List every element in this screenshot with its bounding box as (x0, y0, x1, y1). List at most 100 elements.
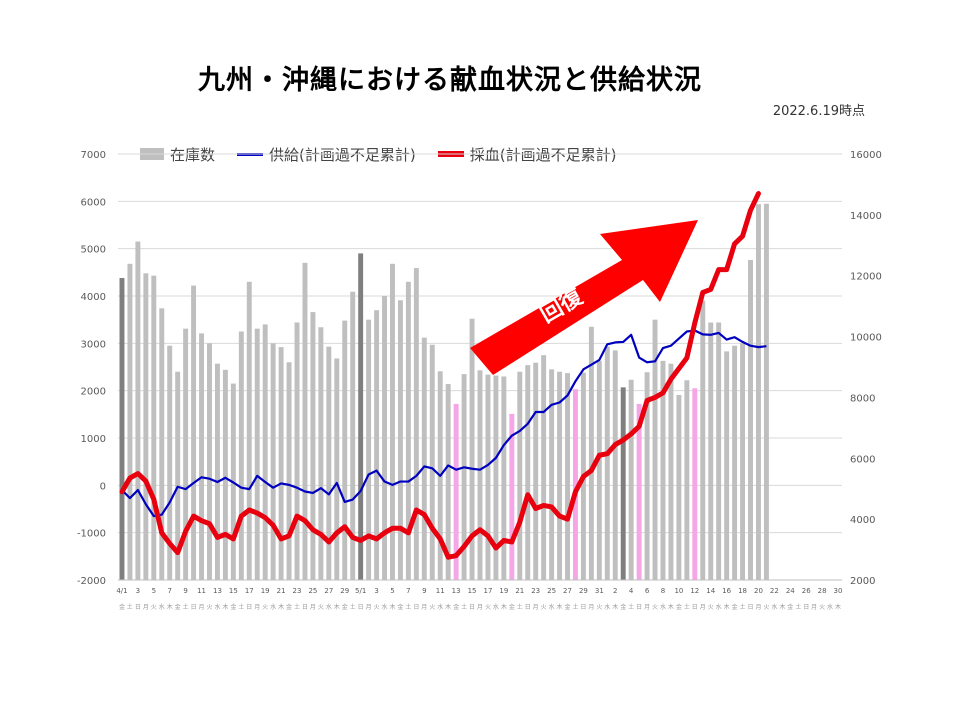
x-tick-label: 12 (690, 587, 699, 595)
weekday-label: 水 (214, 603, 220, 611)
weekday-label: 金 (732, 603, 738, 611)
weekday-label: 木 (612, 603, 618, 611)
inventory-bar (740, 343, 746, 580)
x-tick-label: 13 (452, 587, 461, 595)
inventory-bar (549, 369, 555, 580)
weekday-label: 月 (143, 604, 149, 611)
weekday-label: 金 (787, 603, 793, 611)
inventory-bar (477, 370, 483, 580)
weekday-label: 土 (572, 603, 578, 611)
weekday-label: 木 (724, 603, 730, 611)
inventory-bar (246, 281, 252, 580)
inventory-bar (374, 310, 380, 580)
weekday-label: 木 (557, 603, 563, 611)
right-tick-label: 16000 (850, 150, 882, 161)
x-tick-label: 11 (436, 587, 445, 595)
weekday-label: 金 (286, 603, 292, 611)
inventory-bar (358, 253, 364, 580)
weekday-label: 火 (819, 604, 825, 611)
inventory-bar (612, 350, 618, 580)
x-tick-label: 29 (340, 587, 349, 595)
inventory-bar (660, 360, 666, 580)
x-tick-label: 4/1 (116, 587, 127, 595)
weekday-label: 金 (397, 603, 403, 611)
weekday-label: 月 (588, 604, 594, 611)
x-tick-label: 20 (754, 587, 763, 595)
weekday-label: 月 (755, 604, 761, 611)
x-tick-label: 15 (468, 587, 477, 595)
weekday-label: 月 (644, 604, 650, 611)
inventory-bar (135, 241, 141, 581)
date-label: 2022.6.19時点 (772, 104, 865, 119)
weekday-label: 水 (604, 603, 610, 611)
inventory-bar (628, 379, 634, 580)
x-tick-label: 23 (531, 587, 540, 595)
inventory-bar (596, 360, 602, 580)
inventory-bar (469, 318, 475, 580)
weekday-label: 月 (366, 604, 372, 611)
inventory-bar (716, 322, 722, 580)
right-tick-label: 10000 (850, 333, 882, 344)
x-tick-label: 11 (197, 587, 206, 595)
weekday-label: 月 (254, 604, 260, 611)
x-tick-label: 4 (629, 587, 634, 595)
left-tick-label: -2000 (77, 576, 106, 587)
weekday-label: 月 (533, 604, 539, 611)
x-tick-label: 29 (579, 587, 588, 595)
weekday-label: 日 (358, 604, 364, 611)
inventory-bar (366, 319, 372, 580)
x-tick-label: 25 (547, 587, 556, 595)
right-tick-label: 6000 (850, 454, 875, 465)
inventory-bar (326, 346, 332, 580)
x-tick-label: 7 (406, 587, 410, 595)
weekday-label: 火 (652, 604, 658, 611)
inventory-bar (732, 345, 738, 580)
inventory-bar (724, 351, 730, 580)
weekday-label: 火 (262, 604, 268, 611)
x-tick-label: 21 (515, 587, 524, 595)
x-tick-label: 22 (770, 587, 779, 595)
weekday-label: 日 (413, 604, 419, 611)
weekday-label: 水 (326, 603, 332, 611)
chart-title: 九州・沖縄における献血状況と供給状況 (198, 65, 702, 96)
inventory-bar (183, 328, 189, 580)
weekday-label: 日 (580, 604, 586, 611)
inventory-bar (413, 268, 419, 580)
weekday-label: 土 (795, 603, 801, 611)
left-tick-label: 2000 (81, 387, 106, 398)
inventory-bar (127, 263, 133, 580)
x-tick-label: 6 (645, 587, 650, 595)
inventory-bar (294, 322, 300, 580)
weekday-label: 水 (827, 603, 833, 611)
x-tick-label: 13 (213, 587, 222, 595)
weekday-label: 日 (803, 604, 809, 611)
inventory-bar (199, 333, 205, 580)
weekday-label: 水 (493, 603, 499, 611)
weekday-label: 土 (461, 603, 467, 611)
weekday-label: 水 (549, 603, 555, 611)
inventory-bar (644, 372, 650, 580)
inventory-bar (700, 300, 706, 580)
inventory-bar (207, 343, 212, 580)
weekday-label: 水 (437, 603, 443, 611)
weekday-label: 日 (246, 604, 252, 611)
weekday-label: 金 (175, 603, 181, 611)
weekday-label: 木 (334, 603, 340, 611)
weekday-label: 火 (541, 604, 547, 611)
x-tick-label: 27 (563, 587, 572, 595)
inventory-bar (684, 380, 690, 580)
x-tick-label: 17 (245, 587, 254, 595)
inventory-bar (557, 371, 563, 580)
inventory-bar (286, 362, 292, 580)
weekday-label: 土 (517, 603, 523, 611)
inventory-bar (501, 376, 507, 580)
x-tick-label: 9 (422, 587, 426, 595)
weekday-label: 土 (405, 603, 411, 611)
weekday-label: 日 (191, 604, 197, 611)
collection-line (119, 191, 761, 560)
inventory-bar (318, 327, 324, 580)
weekday-label: 土 (294, 603, 300, 611)
weekday-label: 月 (199, 604, 205, 611)
weekday-label: 火 (763, 604, 769, 611)
